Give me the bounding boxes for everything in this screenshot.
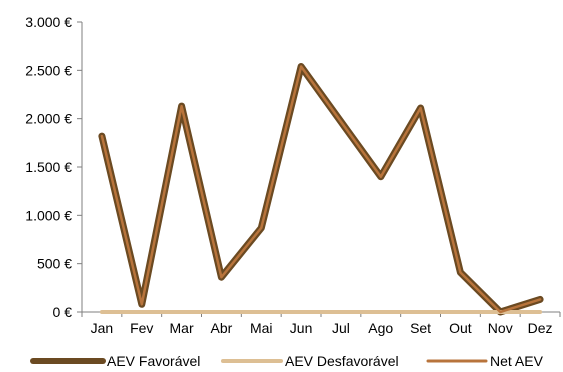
chart-legend: AEV Favorável AEV Desfavorável Net AEV [30, 353, 544, 369]
y-tick-label: 2.000 € [25, 111, 72, 127]
x-tick-label: Ago [368, 320, 393, 336]
x-tick-label: Abr [211, 320, 233, 336]
x-tick-label: Out [449, 320, 472, 336]
x-tick-label: Jun [290, 320, 313, 336]
y-tick-label: 1.500 € [25, 159, 72, 175]
x-tick-label: Dez [528, 320, 553, 336]
series-line-2 [100, 65, 542, 314]
y-tick-label: 1.000 € [25, 207, 72, 223]
y-axis-ticks: 0 € 500 € 1.000 € 1.500 € 2.000 € 2.500 € 3.00… [25, 14, 82, 320]
y-tick-label: 500 € [37, 256, 72, 272]
y-tick-label: 3.000 € [25, 14, 72, 30]
legend-label-1: AEV Desfavorável [285, 353, 399, 369]
x-tick-label: Set [410, 320, 431, 336]
series-line-0 [98, 63, 544, 316]
x-tick-label: Fev [130, 320, 153, 336]
chart-axes [81, 22, 560, 313]
x-tick-label: Jan [91, 320, 114, 336]
x-tick-label: Mai [250, 320, 273, 336]
legend-label-2: Net AEV [490, 353, 544, 369]
x-tick-label: Mar [170, 320, 194, 336]
x-axis-ticks: Jan Fev Mar Abr Mai Jun Jul Ago Set Out Nov Dez [81, 312, 561, 336]
x-tick-label: Jul [332, 320, 350, 336]
series-lines [98, 63, 544, 316]
y-tick-label: 2.500 € [25, 62, 72, 78]
y-tick-label: 0 € [53, 304, 73, 320]
legend-label-0: AEV Favorável [107, 353, 200, 369]
x-tick-label: Nov [488, 320, 513, 336]
